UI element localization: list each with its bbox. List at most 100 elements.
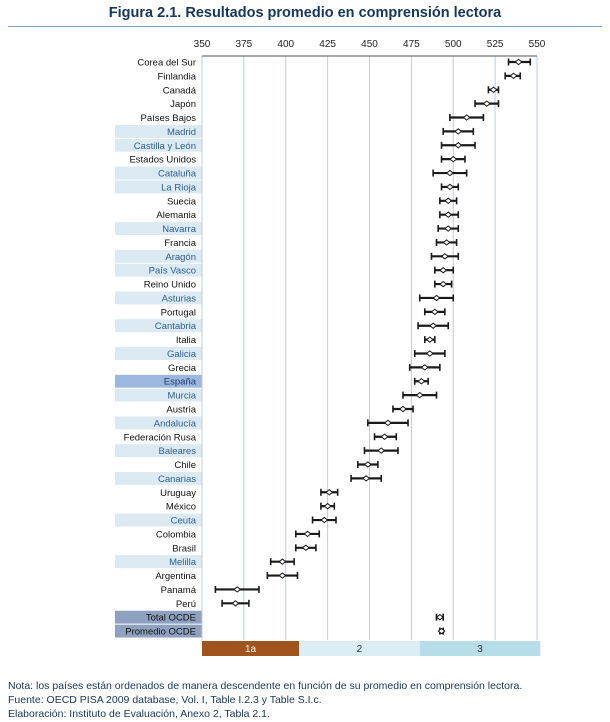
row-label: Finlandia <box>157 71 196 82</box>
x-tick-label: 475 <box>403 39 420 50</box>
mean-marker <box>399 405 407 413</box>
mean-marker <box>444 225 453 232</box>
row-label: Alemania <box>156 210 196 221</box>
x-tick-label: 400 <box>277 39 294 50</box>
mean-marker <box>445 169 454 177</box>
row-band <box>115 291 202 305</box>
row-label: Melilla <box>169 557 197 568</box>
row-label: Portugal <box>161 307 196 318</box>
row-band <box>115 374 202 388</box>
mean-marker <box>482 100 491 107</box>
row-label: Austria <box>166 405 196 416</box>
row-band <box>115 416 202 430</box>
reading-scores-chart: 350 375 400 425 450 475 500 525 550 Corea del Sur… <box>115 39 546 656</box>
mean-marker <box>278 572 287 579</box>
row-label: Países Bajos <box>141 113 197 124</box>
level-label: 1a <box>245 644 257 655</box>
mean-marker <box>439 280 448 288</box>
note-text: Nota: los países están ordenados de mane… <box>8 680 523 692</box>
row-label: País Vasco <box>149 266 196 277</box>
x-tick-label: 375 <box>236 39 253 50</box>
row-band <box>115 388 202 402</box>
row-band <box>115 166 202 180</box>
level-segment <box>299 641 420 656</box>
level-label: 2 <box>357 644 363 655</box>
mean-marker <box>489 86 498 94</box>
row-label: La Rioja <box>161 182 197 193</box>
row-label: Uruguay <box>160 488 196 499</box>
row-label: Federación Rusa <box>124 432 197 443</box>
mean-marker <box>454 128 463 135</box>
row-label: Cataluña <box>158 169 197 180</box>
mean-marker <box>435 613 444 621</box>
row-band <box>115 610 202 624</box>
row-label: Reino Unido <box>144 280 196 291</box>
row-label: Madrid <box>167 127 196 138</box>
row-label: Aragón <box>165 252 196 263</box>
row-band <box>115 263 202 277</box>
row-label: Total OCDE <box>146 613 196 624</box>
row-label: Perú <box>176 599 196 610</box>
mean-marker <box>363 461 372 468</box>
level-label: 3 <box>477 644 483 655</box>
row-band <box>115 471 202 485</box>
x-tick-label: 525 <box>487 39 504 50</box>
mean-marker <box>233 586 242 593</box>
row-band <box>115 138 202 152</box>
row-band <box>115 222 202 235</box>
row-label: Navarra <box>162 224 197 235</box>
row-band <box>115 249 202 263</box>
row-label: Canadá <box>163 85 197 96</box>
mean-marker <box>454 142 463 149</box>
mean-marker <box>509 72 518 80</box>
row-label: Estados Unidos <box>129 155 196 166</box>
row-band <box>115 347 202 360</box>
mean-marker <box>380 433 389 441</box>
row-label: Canarias <box>158 474 196 485</box>
row-label: Italia <box>176 335 197 346</box>
x-tick-label: 500 <box>445 39 462 50</box>
title-divider <box>8 26 602 27</box>
mean-marker <box>449 155 458 163</box>
row-label: Francia <box>164 238 196 249</box>
mean-marker <box>323 502 332 510</box>
row-label: Chile <box>174 460 196 471</box>
row-band <box>115 444 202 458</box>
row-label: Suecia <box>167 196 197 207</box>
mean-marker <box>462 114 471 121</box>
row-label: Galicia <box>167 349 197 360</box>
x-tick-label: 550 <box>529 39 546 50</box>
mean-marker <box>430 308 439 316</box>
row-label: Argentina <box>155 571 196 582</box>
row-label: Promedio OCDE <box>125 627 196 638</box>
row-label: Cantabria <box>155 321 197 332</box>
row-label: Murcia <box>167 391 196 402</box>
row-label: Asturias <box>162 293 197 304</box>
mean-marker <box>303 530 312 538</box>
mean-marker <box>432 294 441 302</box>
mean-marker <box>417 377 426 385</box>
mean-marker <box>440 253 449 260</box>
mean-marker <box>231 600 240 607</box>
mean-marker <box>437 627 446 635</box>
row-band <box>115 319 202 333</box>
source-text: Fuente: OECD PISA 2009 database, Vol. I,… <box>8 694 322 706</box>
mean-marker <box>320 516 329 524</box>
mean-marker <box>425 350 434 357</box>
row-label: Baleares <box>159 446 197 457</box>
row-label: Brasil <box>172 543 196 554</box>
mean-marker <box>445 183 454 191</box>
credit-text: Elaboración: Instituto de Evaluación, An… <box>8 708 270 720</box>
mean-marker <box>429 322 438 329</box>
row-label: Japón <box>170 99 196 110</box>
mean-marker <box>377 447 386 454</box>
mean-marker <box>425 336 434 343</box>
mean-marker <box>420 364 429 371</box>
row-label: México <box>166 502 196 513</box>
row-label: Corea del Sur <box>137 58 196 69</box>
row-label: Andalucía <box>154 418 197 429</box>
mean-marker <box>442 239 451 246</box>
mean-marker <box>278 558 287 565</box>
x-tick-label: 425 <box>319 39 336 50</box>
mean-marker <box>362 475 371 482</box>
